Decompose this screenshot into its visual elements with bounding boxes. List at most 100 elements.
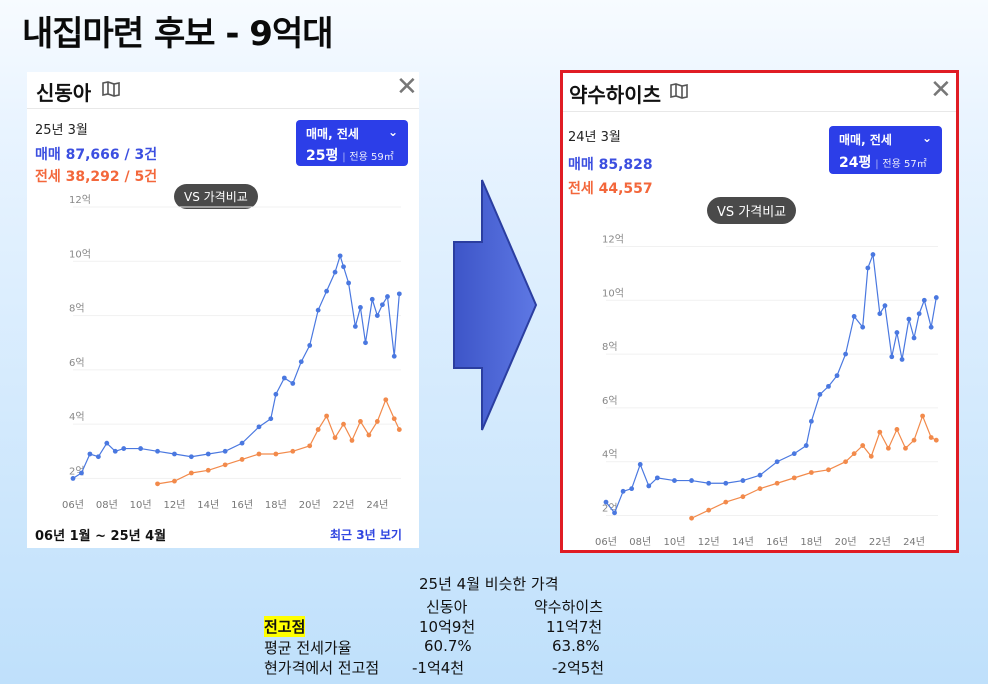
map-icon[interactable] [670,83,688,99]
peak-label: 전고점 [264,616,306,637]
y-tick-label: 2억 [602,503,618,515]
data-point [188,470,194,476]
data-point [877,429,883,435]
sale-price: 매매 87,666 / 3건 [35,147,158,163]
data-point [894,427,900,432]
data-point [138,446,144,451]
data-point [332,435,338,441]
map-icon[interactable] [102,81,120,97]
data-point [870,252,876,257]
x-tick-label: 20년 [299,499,321,511]
data-point [791,475,797,481]
close-icon[interactable]: ✕ [396,72,418,102]
data-point [646,483,652,489]
data-point [723,480,729,486]
type-area-selector[interactable]: 매매, 전세 ⌄ 24평 | 전용 57㎡ [829,126,942,174]
data-point [723,499,729,505]
data-point [860,443,866,448]
close-icon[interactable]: ✕ [930,75,952,105]
vs-compare-button[interactable]: VS 가격비교 [174,184,258,209]
data-point [307,343,313,348]
data-point [834,373,840,379]
area-label: 전용 59㎡ [349,152,394,163]
x-tick-label: 16년 [766,536,788,548]
data-point [706,480,712,486]
data-point [603,499,609,505]
y-tick-label: 6억 [69,357,85,369]
data-point [860,324,866,330]
apartment-card-right: 약수하이츠 ✕ 24년 3월 매매 85,828 전세 44,557 매매, 전… [560,70,959,553]
data-point [324,413,330,419]
data-point [273,451,279,457]
data-point [933,295,939,300]
recent-3y-link[interactable]: 최근 3년 보기 [330,528,402,542]
apartment-card-left: 신동아 ✕ 25년 3월 매매 87,666 / 3건 전세 38,292 / … [27,72,419,548]
data-point [706,507,712,513]
data-point [843,459,848,465]
data-point [740,494,746,500]
data-point [349,438,355,443]
y-tick-label: 4억 [602,449,618,461]
data-point [689,478,694,483]
data-point [826,383,831,389]
x-tick-label: 08년 [96,499,118,511]
y-tick-label: 8억 [602,341,618,353]
type-area-selector[interactable]: 매매, 전세 ⌄ 25평 | 전용 59㎡ [296,120,408,166]
x-tick-label: 12년 [163,499,185,511]
data-point [315,307,321,313]
jeonse-ratio-value-1: 60.7% [424,637,472,655]
data-point [654,475,660,481]
vs-compare-button[interactable]: VS 가격비교 [707,197,797,224]
data-point [383,397,389,403]
apartment-name: 약수하이츠 [569,83,661,107]
data-point [808,418,814,424]
x-tick-label: 06년 [595,536,617,548]
data-point [928,435,934,440]
x-tick-label: 18년 [800,536,822,548]
divider [27,108,419,109]
series-line-jeonse [157,398,400,485]
data-point [239,440,245,446]
jeonse-price: 전세 44,557 [568,181,653,197]
data-point [298,359,304,365]
data-point [877,311,883,317]
area-label: 전용 57㎡ [882,159,927,170]
x-tick-label: 20년 [835,536,857,548]
data-point [352,324,358,329]
divider [563,111,956,112]
data-point [341,421,346,427]
data-point [803,443,809,448]
series-line-sale [605,254,937,515]
data-point [928,324,934,330]
data-point [391,353,397,359]
date-range-label: 06년 1월 ~ 25년 4월 [35,529,167,544]
data-point [337,253,343,259]
y-tick-label: 10억 [602,287,624,299]
data-point [808,470,814,475]
x-tick-label: 22년 [869,536,891,548]
data-point [188,454,194,460]
x-tick-label: 12년 [698,536,720,548]
x-tick-label: 22년 [333,499,355,511]
y-tick-label: 8억 [69,303,85,315]
data-point [672,478,677,483]
data-point [385,294,390,299]
data-point [380,302,385,308]
comparison-col2: 약수하이츠 [534,598,604,616]
data-point [916,311,922,317]
y-tick-label: 4억 [69,411,85,423]
data-point [256,451,262,457]
data-point [239,457,245,462]
data-point [346,280,351,286]
data-point [911,437,917,443]
data-point [817,392,823,397]
data-point [155,448,160,454]
data-point [612,510,617,516]
x-tick-label: 14년 [197,499,219,511]
data-point [341,264,346,270]
data-point [369,296,375,302]
gap-to-peak-value-2: -2억5천 [552,659,605,677]
data-point [172,451,177,457]
jeonse-ratio-value-2: 63.8% [552,637,600,655]
